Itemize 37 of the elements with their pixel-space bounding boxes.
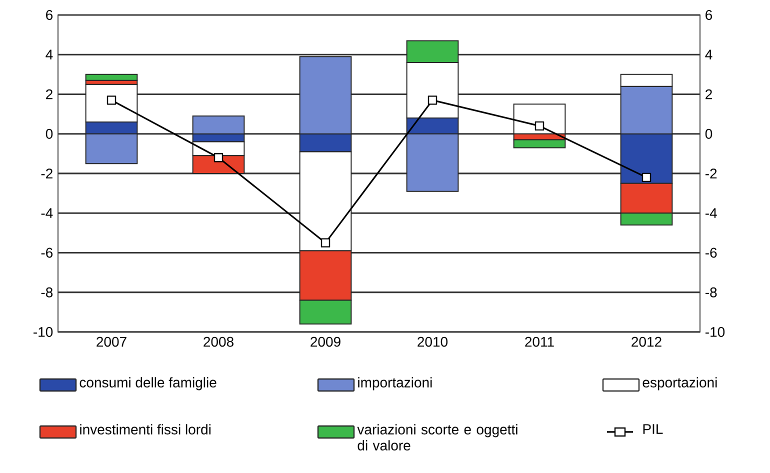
y-tick-label: 0 (46, 128, 53, 139)
point (214, 153, 224, 162)
y2-tick-label: 4 (705, 50, 712, 60)
x-tick-label: 2007 (96, 336, 126, 347)
y-tick-label: 6 (46, 10, 53, 20)
legend-label: variazioni scorte e oggetti di valore (357, 424, 518, 450)
y-tick-label: -6 (41, 248, 53, 258)
legend-label: investimenti fissi lordi (80, 424, 210, 434)
bar (85, 74, 138, 81)
y2-tick-label: -4 (706, 208, 717, 218)
y2-tick-label: 2 (706, 89, 712, 100)
legend-label: consumi delle famiglie (80, 377, 216, 390)
x-tick-label: 2012 (632, 336, 662, 347)
y2-tick-label: -8 (706, 287, 717, 298)
point (534, 121, 544, 131)
legend-label: importazioni (358, 377, 432, 390)
legend-label: esportazioni (642, 377, 717, 390)
x-tick-label: 2011 (525, 336, 554, 347)
y-tick-label: 2 (46, 89, 52, 100)
y2-tick-label: -2 (706, 168, 717, 178)
point (320, 238, 330, 248)
y-tick-label: -8 (41, 287, 53, 298)
y2-tick-label: -10 (706, 327, 725, 337)
x-tick-label: 2010 (418, 336, 448, 347)
y2-tick-label: 0 (705, 128, 712, 139)
y2-tick-label: -6 (706, 248, 717, 258)
x-tick-label: 2008 (204, 336, 234, 347)
point (642, 172, 652, 182)
point (428, 96, 438, 105)
y-tick-label: -2 (41, 168, 52, 178)
legend-label: PIL (643, 424, 663, 434)
y2-tick-label: 6 (706, 10, 712, 20)
y-tick-label: -4 (41, 208, 53, 218)
y-tick-label: 4 (46, 50, 53, 60)
x-tick-label: 2009 (310, 336, 340, 347)
y-tick-label: -10 (34, 327, 53, 337)
point (106, 96, 116, 105)
